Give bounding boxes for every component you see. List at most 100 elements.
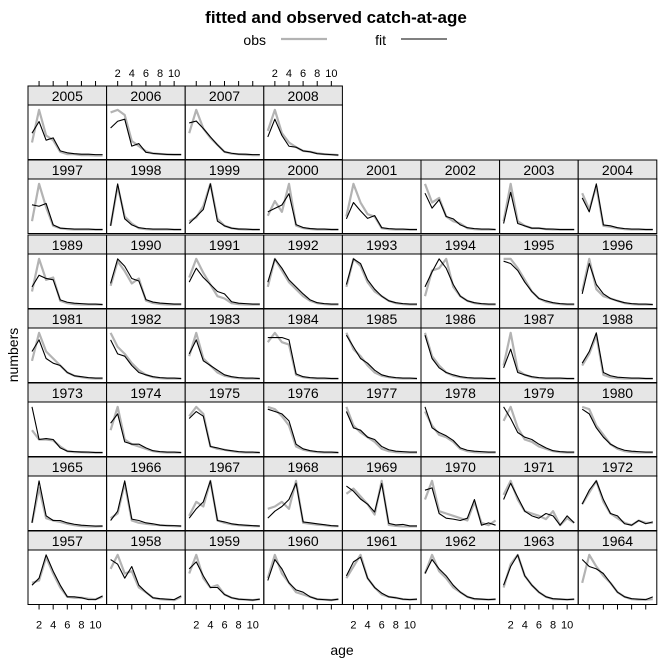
strip-label-2004: 2004 [602,162,633,178]
x-tick-label-bottom-1961-2: 2 [350,620,356,632]
fit-series-1997 [31,202,103,231]
panel-1979: 1979 [499,382,579,457]
strip-label-1962: 1962 [445,533,476,549]
x-tick-label-bottom-1963-8: 8 [550,620,556,632]
obs-series-1998 [109,185,182,231]
strip-label-1994: 1994 [445,237,476,253]
fit-series-1985 [345,334,418,380]
panel-2005: 2005 [27,81,108,160]
fit-series-2008 [267,118,339,156]
obs-series-1967 [188,479,260,528]
fit-series-1971 [503,482,575,526]
obs-series-1960 [266,553,339,602]
plot-box-1984 [263,327,343,383]
panel-2006: 2006 2 4 6 8 10 [106,68,186,160]
obs-series-1972 [581,479,653,527]
obs-series-1964 [581,553,653,601]
fit-series-1975 [188,410,260,454]
fit-series-1967 [188,480,260,527]
obs-series-1969 [345,479,417,528]
panel-1994: 1994 [420,234,501,309]
panel-1997: 1997 [27,159,108,234]
fit-series-1961 [345,556,418,601]
x-tick-label-bottom-1959-10: 10 [247,620,259,632]
strip-label-1996: 1996 [602,237,633,253]
obs-series-1959 [188,553,260,602]
strip-label-1999: 1999 [209,162,240,178]
fit-series-1976 [267,408,339,454]
plot-box-1961 [341,549,422,605]
panel-1985: 1985 [341,308,422,383]
panel-2002: 2002 [420,159,501,234]
strip-label-1973: 1973 [52,385,83,401]
panel-1962: 1962 [420,530,501,610]
x-tick-label-bottom-1957-8: 8 [78,620,84,632]
plot-box-1993 [341,253,422,309]
strip-label-2003: 2003 [523,162,554,178]
fit-series-1984 [267,336,339,380]
panel-1957: 1957 2 4 6 8 10 [27,530,108,632]
fit-series-1973 [31,406,103,454]
x-tick-label-top-2006-2: 2 [115,68,121,80]
x-axis-title: age [330,642,354,658]
panel-1967: 1967 [184,456,265,531]
fit-series-2003 [503,191,575,231]
strip-label-1986: 1986 [445,311,476,327]
strip-label-2008: 2008 [288,88,319,104]
strip-label-2002: 2002 [445,162,476,178]
panel-1999: 1999 [184,159,265,234]
panel-1977: 1977 [341,382,422,457]
obs-series-2006 [110,108,182,157]
plot-box-1995 [499,253,579,309]
strip-label-2007: 2007 [209,88,240,104]
obs-series-2002 [423,183,496,231]
strip-label-1957: 1957 [52,533,83,549]
fit-series-1982 [110,339,182,380]
panel-2008: 2008 2 4 6 8 10 [263,68,343,160]
obs-series-1982 [109,332,182,380]
strip-label-1988: 1988 [602,311,633,327]
x-tick-label-bottom-1959-8: 8 [236,620,242,632]
fit-series-1986 [424,335,496,380]
panel-1976: 1976 [263,382,343,457]
strip-label-1982: 1982 [130,311,161,327]
obs-series-1980 [581,405,653,454]
strip-label-1980: 1980 [602,385,633,401]
fit-series-1998 [110,183,182,231]
chart-title: fitted and observed catch-at-age [205,8,467,27]
legend-label-obs: obs [243,32,266,48]
obs-series-1978 [424,411,496,454]
obs-series-1999 [188,182,260,231]
strip-label-1985: 1985 [366,311,397,327]
fit-series-1988 [581,332,653,380]
fit-series-1978 [424,406,496,453]
strip-label-1987: 1987 [523,311,554,327]
panel-2000: 2000 [263,159,343,234]
obs-series-1979 [502,405,575,454]
obs-series-2005 [30,108,103,157]
fit-series-1983 [188,339,260,380]
obs-series-1976 [267,405,339,454]
fit-series-2007 [189,120,260,156]
panel-1970: 1970 [420,456,501,531]
x-tick-label-bottom-1961-6: 6 [379,620,385,632]
panel-1973: 1973 [27,382,108,457]
obs-series-1984 [266,331,339,380]
obs-series-1991 [188,257,260,306]
x-tick-label-bottom-1961-4: 4 [365,620,371,632]
x-tick-label-bottom-1957-4: 4 [50,620,56,632]
x-tick-label-bottom-1957-6: 6 [64,620,70,632]
fit-series-1962 [424,558,496,601]
panel-2004: 2004 [577,159,658,234]
obs-series-1993 [345,257,417,306]
strip-label-1997: 1997 [52,162,83,178]
strip-label-2000: 2000 [288,162,319,178]
panel-1991: 1991 [184,234,265,309]
fit-series-1968 [267,482,339,527]
x-tick-label-top-2008-4: 4 [286,68,292,80]
x-tick-label-bottom-1961-10: 10 [404,620,416,632]
strip-label-1970: 1970 [445,459,476,475]
x-tick-label-bottom-1963-2: 2 [508,620,514,632]
obs-series-1985 [345,332,417,380]
x-tick-label-top-2006-8: 8 [157,68,163,80]
